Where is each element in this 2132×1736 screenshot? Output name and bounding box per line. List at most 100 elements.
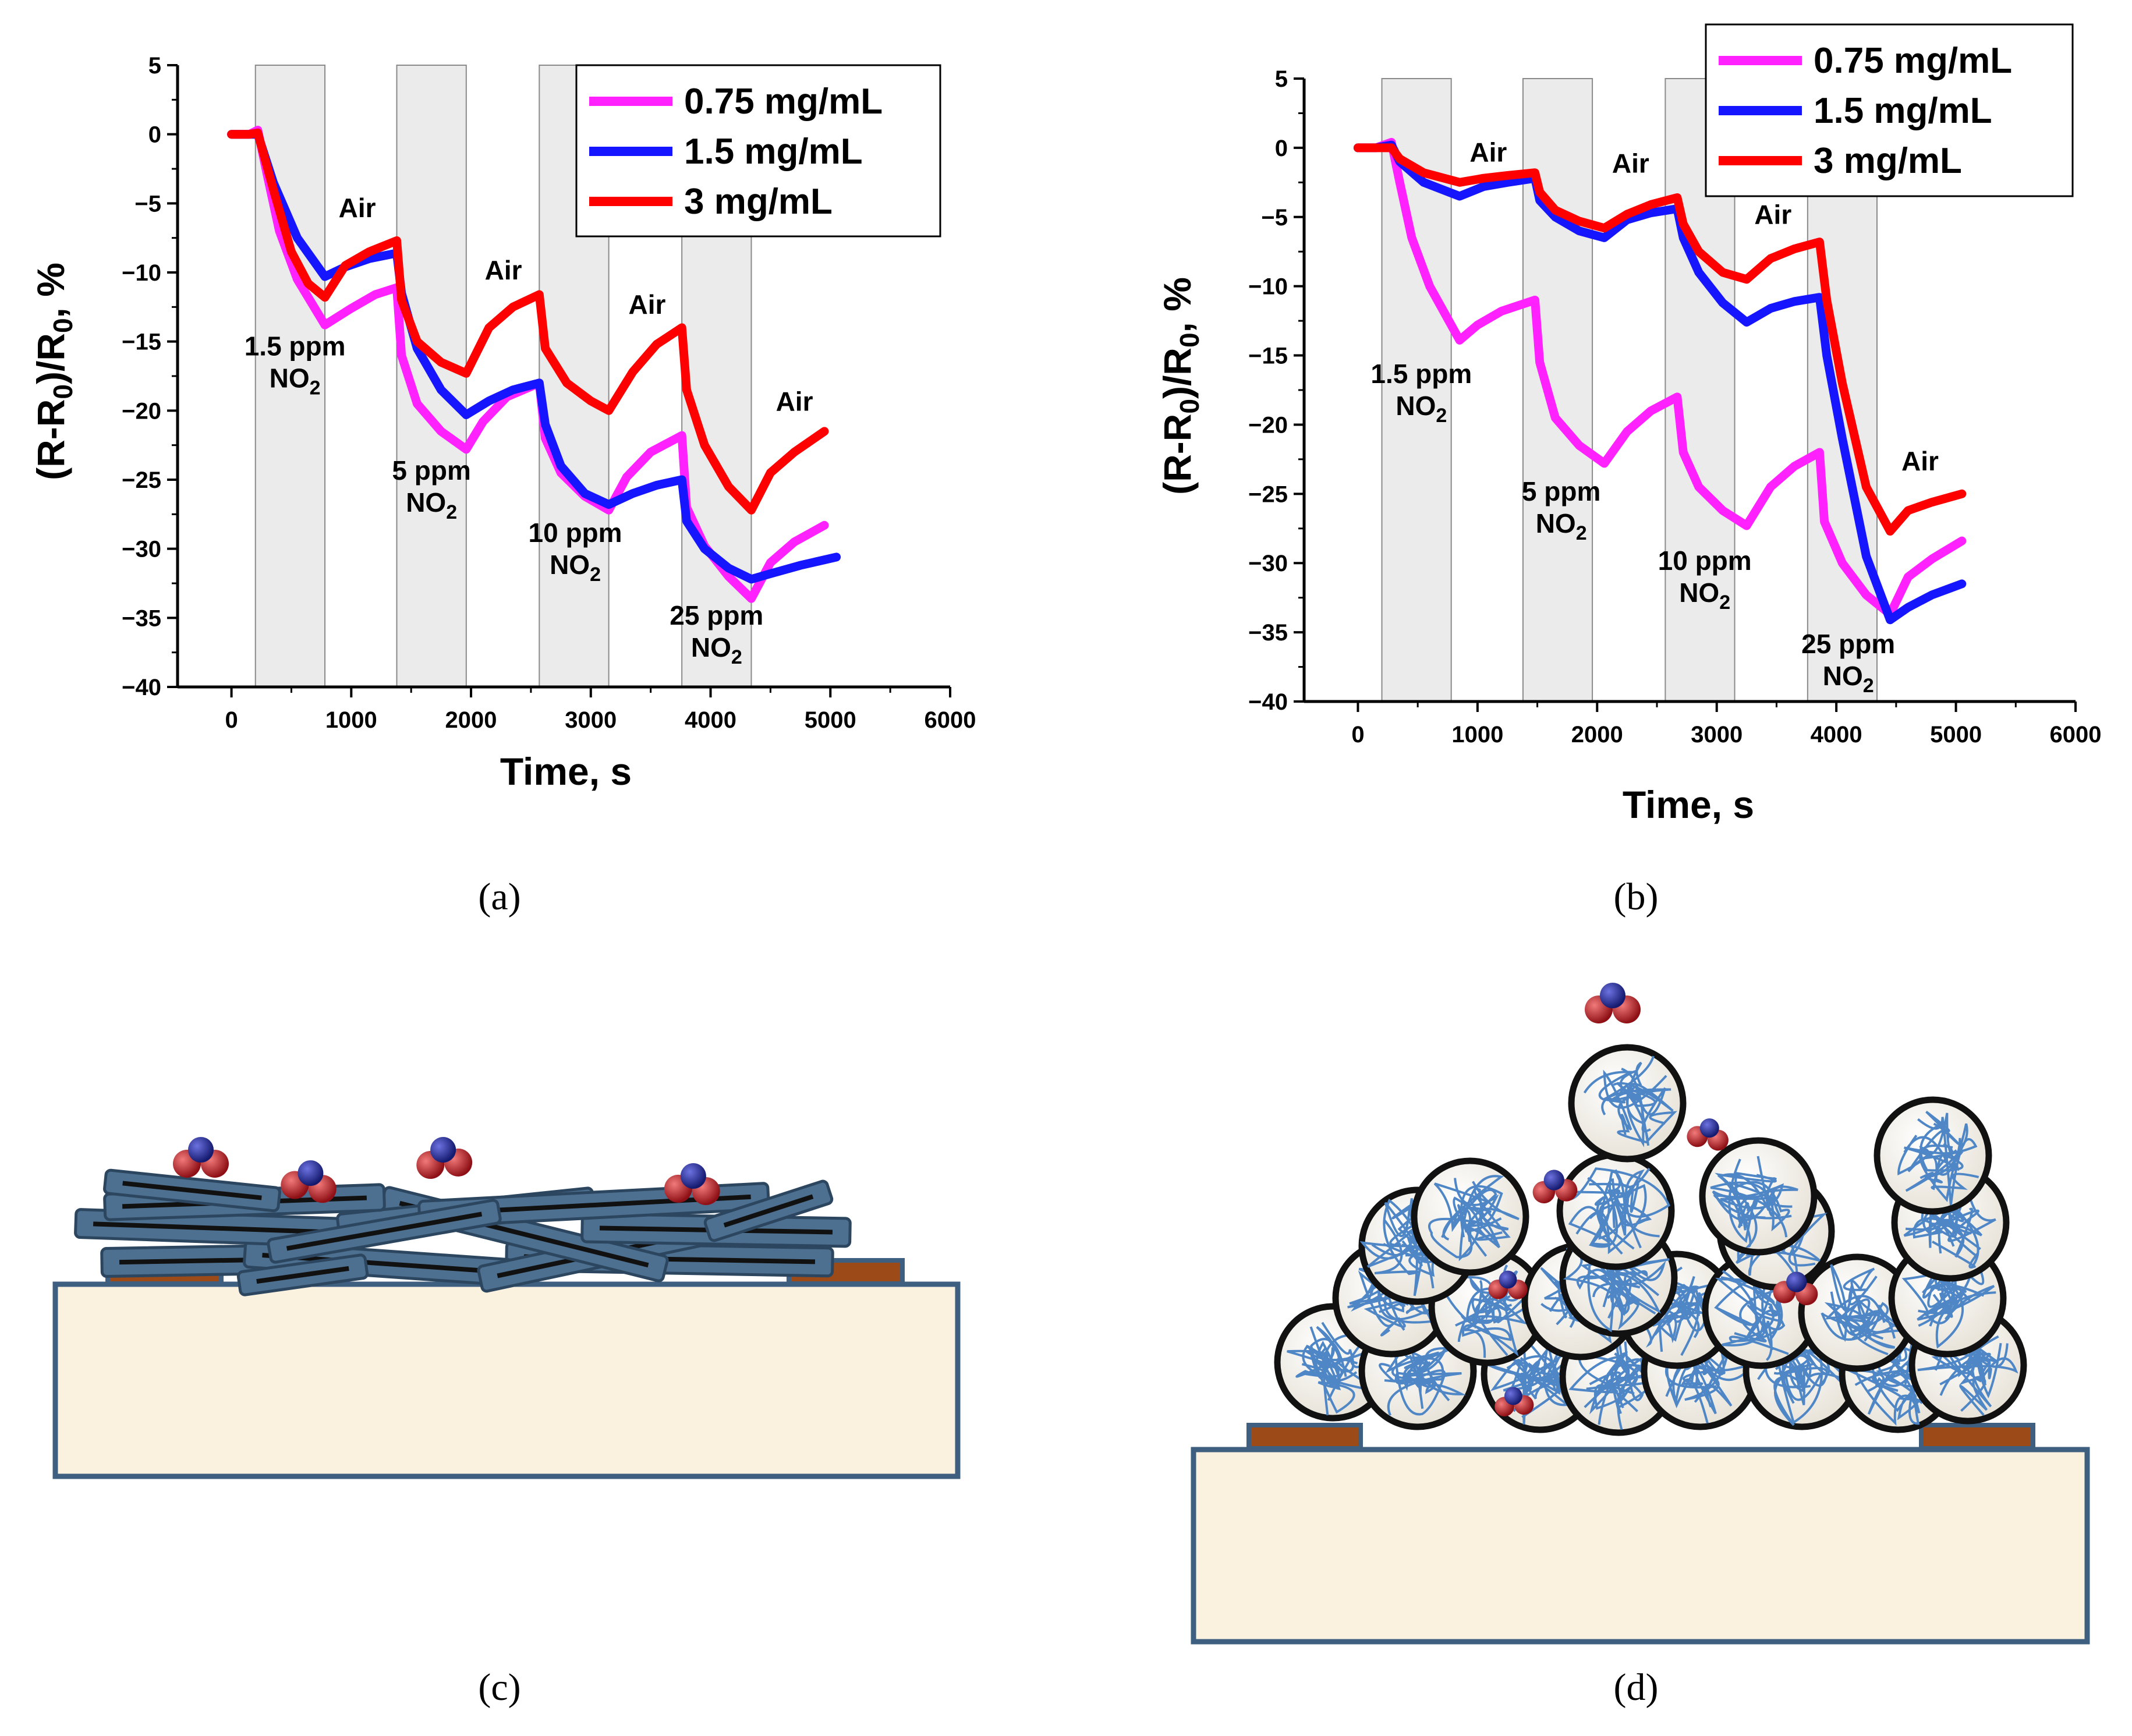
nitrogen-atom — [298, 1160, 324, 1186]
polymer-sphere — [1874, 1096, 1992, 1215]
polymer-tangle — [1710, 1156, 1798, 1248]
legend-label: 1.5 mg/mL — [684, 132, 863, 172]
annotation: 10 ppm NO2 — [529, 518, 622, 586]
nitrogen-atom — [1600, 983, 1625, 1008]
annotation: Air — [1612, 148, 1649, 179]
annotation: Air — [485, 255, 522, 285]
polymer-sphere — [1411, 1157, 1529, 1276]
x-tick-label: 6000 — [925, 707, 976, 733]
y-axis-title: (R-R0)/R0, % — [29, 263, 78, 480]
annotation-line2: NO — [270, 363, 310, 393]
annotation-subscript: 2 — [310, 377, 321, 399]
annotation: 25 ppm NO2 — [670, 600, 763, 668]
annotation-line2: NO — [1679, 578, 1719, 608]
annotation-line1: Air — [629, 289, 666, 320]
y-tick-label: −20 — [1248, 412, 1288, 438]
x-tick-label: 5000 — [1930, 722, 1982, 747]
series-layer — [1353, 137, 1967, 625]
chart-axes — [1294, 77, 2077, 712]
annotation-line1: Air — [1754, 200, 1791, 230]
x-tick-label: 0 — [225, 707, 238, 733]
annotation-line1: Air — [1612, 148, 1649, 179]
annotation-line1: Air — [1901, 446, 1939, 476]
annotation-subscript: 2 — [1436, 405, 1447, 427]
series-layer — [227, 126, 841, 603]
annotation-line1: Air — [339, 193, 376, 223]
annotation-line1: 10 ppm — [529, 518, 622, 548]
x-tick-label: 2000 — [445, 707, 497, 733]
x-tick-label: 0 — [1351, 722, 1364, 747]
caption-a: (a) — [478, 876, 520, 918]
polymer-sphere — [1699, 1137, 1818, 1256]
polymer-tangle — [1428, 1175, 1520, 1262]
no2-molecule — [664, 1163, 720, 1206]
tick-labels: 0 1000 2000 3000 4000 5000 6000 5 0 −5 −10 −15 −20 −2… — [122, 53, 976, 733]
caption-d: (d) — [1614, 1666, 1659, 1709]
annotation: 10 ppm NO2 — [1658, 545, 1752, 614]
x-tick-label: 6000 — [2050, 722, 2102, 747]
x-axis-title: Time, s — [500, 750, 632, 793]
electrode-right — [1919, 1423, 2035, 1451]
chart-legend: 0.75 mg/mL 1.5 mg/mL 3 mg/mL — [1705, 23, 2074, 197]
no2-molecule — [1585, 983, 1641, 1023]
annotation: 1.5 ppm NO2 — [245, 331, 346, 399]
polymer-tangle — [1379, 1320, 1467, 1416]
annotation: 5 ppm NO2 — [1522, 476, 1600, 544]
annotation-line1: 25 ppm — [670, 600, 763, 630]
no2-molecule — [1773, 1271, 1818, 1306]
caption-b: (b) — [1614, 876, 1659, 918]
nitrogen-atom — [1543, 1170, 1564, 1191]
series-line-2 — [1353, 140, 1967, 625]
annotation: Air — [339, 193, 376, 223]
y-tick-label: −10 — [1248, 274, 1288, 300]
x-tick-label: 3000 — [565, 707, 617, 733]
legend-label: 3 mg/mL — [1814, 141, 1962, 181]
y-tick-label: 0 — [1275, 136, 1288, 161]
chart-axes — [167, 64, 951, 697]
no2-molecule — [416, 1137, 473, 1179]
polymer-sphere — [1556, 1152, 1675, 1270]
y-tick-label: −35 — [122, 605, 161, 631]
no2-molecule — [173, 1137, 229, 1178]
series-line-2 — [227, 130, 841, 584]
y-tick-label: −35 — [1248, 620, 1288, 646]
y-tick-label: 5 — [148, 53, 161, 79]
annotation-line1: 10 ppm — [1658, 545, 1752, 576]
y-tick-label: −20 — [122, 398, 161, 424]
y-axis-title: (R-R0)/R0, % — [1156, 277, 1205, 495]
sphere-stack — [1274, 1044, 2027, 1436]
nanofiber-stack — [74, 1168, 852, 1296]
series-line-1 — [1353, 137, 1967, 619]
polymer-tangle — [1563, 1167, 1670, 1255]
substrate — [52, 1281, 961, 1479]
annotation-subscript: 2 — [446, 501, 457, 523]
polymer-tangle — [1821, 1264, 1909, 1356]
nitrogen-atom — [188, 1137, 214, 1163]
y-tick-label: −40 — [1248, 689, 1288, 715]
annotation-line1: 1.5 ppm — [245, 331, 346, 361]
x-tick-label: 1000 — [325, 707, 377, 733]
series-line-3 — [227, 128, 829, 515]
y-tick-label: −15 — [1248, 343, 1288, 369]
annotation-line1: 5 ppm — [1522, 476, 1600, 506]
annotation-line2: NO — [691, 632, 731, 662]
y-tick-label: −30 — [122, 537, 161, 562]
polymer-sphere — [1568, 1044, 1687, 1163]
no2-molecule — [281, 1160, 337, 1203]
annotation-line2: NO — [1536, 508, 1576, 538]
annotation-line2: NO — [1823, 661, 1863, 691]
no2-molecule — [1494, 1387, 1534, 1417]
y-tick-label: −25 — [122, 467, 161, 493]
annotation-line1: Air — [1469, 137, 1507, 168]
annotation: Air — [1469, 137, 1507, 168]
y-tick-label: 0 — [148, 122, 161, 148]
no2-molecule — [1488, 1270, 1528, 1299]
annotation-line1: Air — [485, 255, 522, 285]
annotation: Air — [1901, 446, 1939, 476]
x-tick-label: 4000 — [685, 707, 736, 733]
caption-c: (c) — [478, 1666, 520, 1709]
legend-label: 0.75 mg/mL — [684, 82, 883, 122]
chart-b: 0 1000 2000 3000 4000 5000 6000 5 0 −5 −10 −15 −20 −2… — [1156, 23, 2102, 918]
